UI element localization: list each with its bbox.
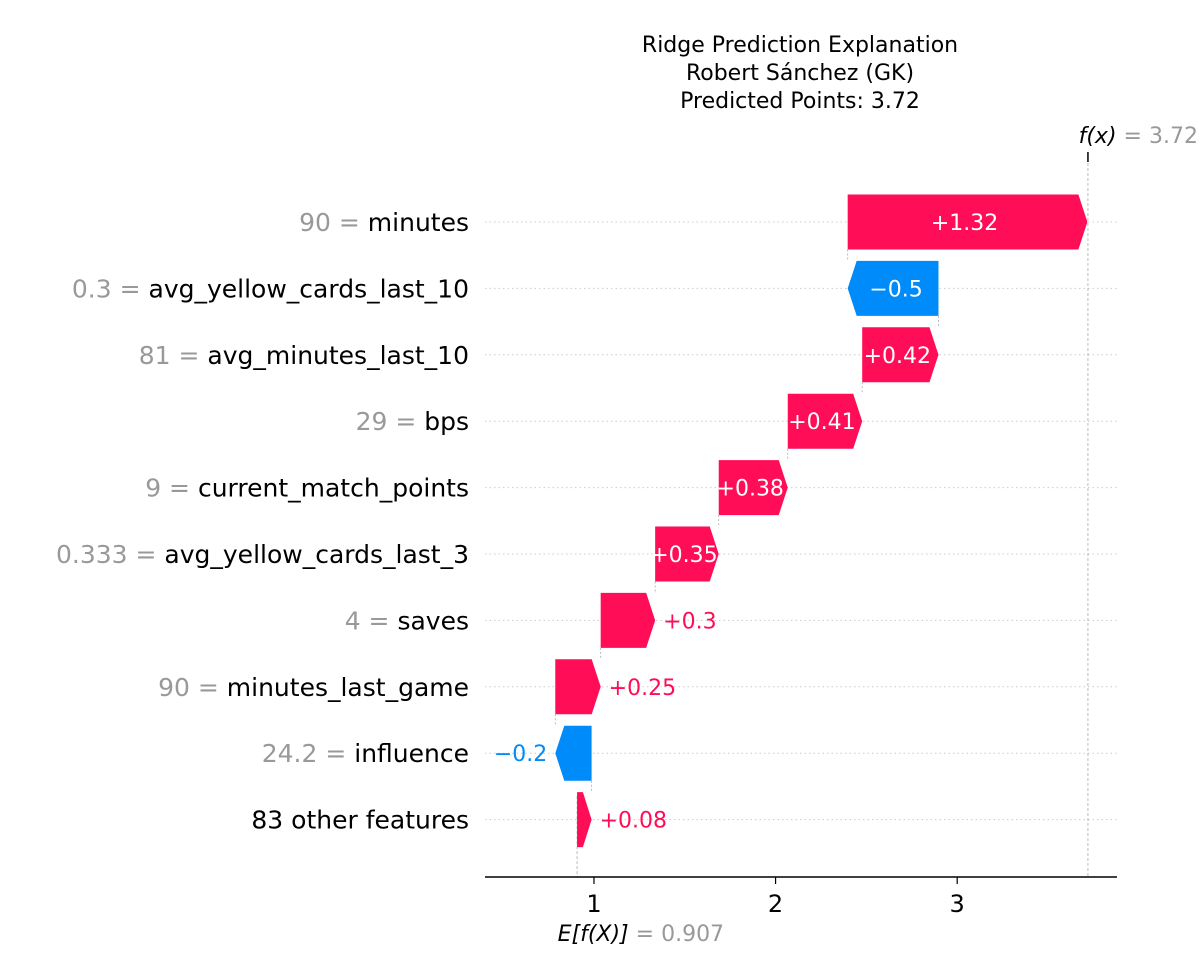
- waterfall-bar: [847, 260, 939, 316]
- feature-name: minutes: [368, 208, 469, 237]
- waterfall-bar: [600, 592, 656, 648]
- feature-label: 9 = current_match_points: [145, 474, 469, 503]
- feature-label: 0.333 = avg_yellow_cards_last_3: [56, 540, 469, 569]
- feature-value: 24.2 =: [262, 739, 355, 768]
- waterfall-bar: [577, 792, 592, 848]
- waterfall-bar: [655, 526, 719, 582]
- feature-label: 81 = avg_minutes_last_10: [139, 341, 469, 370]
- feature-label: 90 = minutes: [299, 208, 469, 237]
- feature-value: 0.333 =: [56, 540, 164, 569]
- x-tick-label: 3: [950, 890, 965, 918]
- x-tick-label: 2: [768, 890, 783, 918]
- feature-label: 29 = bps: [356, 407, 469, 436]
- contribution-label: +0.41: [788, 410, 855, 435]
- contribution-label: +0.38: [717, 477, 784, 502]
- waterfall-bar: [847, 194, 1088, 250]
- feature-name: current_match_points: [198, 474, 469, 503]
- contribution-label: +0.3: [663, 609, 716, 634]
- feature-value: 0.3 =: [72, 274, 149, 303]
- waterfall-bar: [787, 393, 863, 449]
- base-value-label: E[f(X)]: [558, 922, 629, 947]
- feature-value: 81 =: [139, 341, 208, 370]
- contribution-label: +1.32: [931, 211, 998, 236]
- feature-name: influence: [354, 739, 469, 768]
- feature-name: bps: [424, 407, 469, 436]
- waterfall-bar: [555, 725, 592, 781]
- feature-value: 29 =: [356, 407, 425, 436]
- waterfall-bar: [555, 659, 601, 715]
- feature-value: 9 =: [145, 474, 198, 503]
- contribution-label: −0.2: [494, 742, 547, 767]
- base-value-annotation: E[f(X)] = 0.907: [558, 922, 724, 947]
- feature-label: 24.2 = influence: [262, 739, 469, 768]
- base-value-number: = 0.907: [629, 922, 724, 947]
- chart-title-line-3: Predicted Points: 3.72: [680, 89, 920, 114]
- chart-title-line-2: Robert Sánchez (GK): [685, 61, 915, 86]
- contribution-label: −0.5: [869, 277, 922, 302]
- feature-name: avg_yellow_cards_last_10: [149, 274, 470, 303]
- feature-label: 0.3 = avg_yellow_cards_last_10: [72, 274, 469, 303]
- contribution-label: +0.35: [650, 543, 717, 568]
- waterfall-bar: [718, 460, 788, 516]
- feature-name: saves: [397, 606, 469, 635]
- contribution-label: +0.08: [600, 809, 667, 834]
- feature-name: 83 other features: [251, 806, 469, 835]
- feature-label: 90 = minutes_last_game: [158, 673, 469, 702]
- feature-label: 83 other features: [251, 806, 469, 835]
- feature-name: avg_yellow_cards_last_3: [164, 540, 469, 569]
- feature-name: minutes_last_game: [227, 673, 469, 702]
- feature-value: 90 =: [158, 673, 227, 702]
- waterfall-bar: [862, 327, 939, 383]
- chart-title-line-1: Ridge Prediction Explanation: [641, 33, 959, 58]
- feature-label: 4 = saves: [345, 606, 469, 635]
- output-value-annotation: f(x) = 3.72: [1079, 124, 1198, 149]
- output-value-number: = 3.72: [1117, 124, 1198, 149]
- feature-value: 4 =: [345, 606, 398, 635]
- contribution-label: +0.25: [609, 676, 676, 701]
- output-value-label: f(x): [1079, 124, 1117, 149]
- feature-name: avg_minutes_last_10: [207, 341, 469, 370]
- x-tick-label: 1: [586, 890, 601, 918]
- feature-value: 90 =: [299, 208, 368, 237]
- contribution-label: +0.42: [864, 344, 931, 369]
